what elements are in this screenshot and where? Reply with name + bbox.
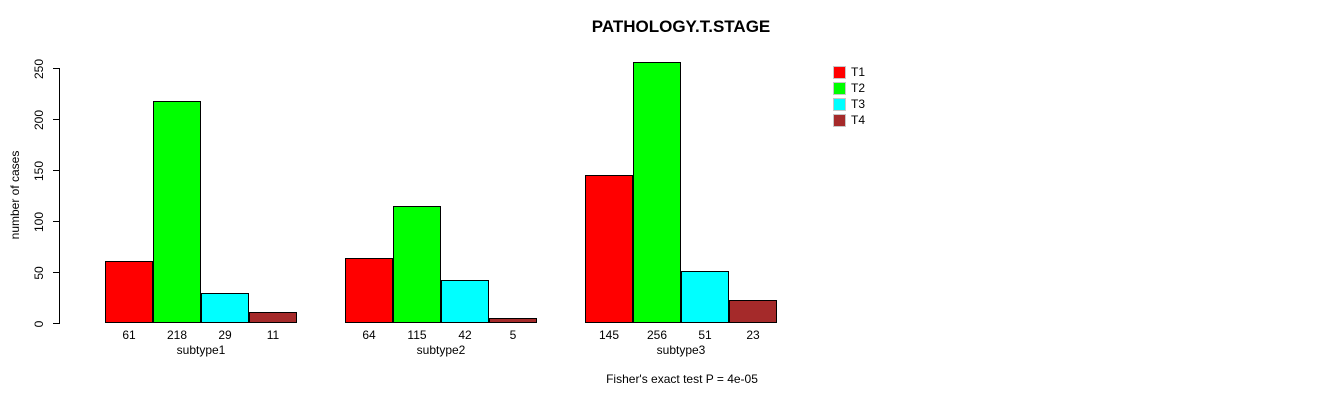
bar-t4-subtype1 [249, 312, 297, 323]
bar-value-label: 61 [122, 328, 136, 342]
legend-item-t1: T1 [833, 64, 865, 80]
bar-value-label: 64 [362, 328, 376, 342]
bar-value-label: 51 [698, 328, 712, 342]
bar-value-label: 42 [458, 328, 472, 342]
bar-t1-subtype1 [105, 261, 153, 323]
y-axis-tick-label: 250 [32, 58, 46, 79]
bar-t2-subtype1 [153, 101, 201, 323]
bar-value-label: 218 [166, 328, 188, 342]
y-axis-tick [53, 272, 59, 273]
y-axis-tick-label: 50 [32, 265, 46, 280]
bar-value-label: 29 [218, 328, 232, 342]
legend-item-t4: T4 [833, 112, 865, 128]
y-axis-tick [53, 323, 59, 324]
category-label-subtype2: subtype2 [416, 343, 466, 357]
legend-label: T4 [851, 112, 866, 127]
y-axis-tick [53, 68, 59, 69]
bar-value-label: 115 [407, 328, 427, 342]
category-label-subtype1: subtype1 [176, 343, 226, 357]
y-axis-tick-label: 200 [32, 109, 46, 130]
bar-t1-subtype3 [585, 175, 633, 323]
bar-t1-subtype2 [345, 258, 393, 323]
bar-t3-subtype3 [681, 271, 729, 323]
bar-t2-subtype3 [633, 62, 681, 323]
y-axis-tick-label: 0 [32, 320, 46, 327]
y-axis-tick-label: 150 [32, 160, 46, 181]
bar-t2-subtype2 [393, 206, 441, 323]
category-label-subtype3: subtype3 [656, 343, 706, 357]
y-axis-tick [53, 119, 59, 120]
legend-item-t2: T2 [833, 80, 865, 96]
bar-value-label: 5 [509, 328, 517, 342]
legend-swatch-t4 [833, 113, 846, 127]
bar-t4-subtype2 [489, 318, 537, 323]
legend: T1 T2 T3 T4 [833, 64, 865, 128]
bar-t3-subtype1 [201, 293, 249, 323]
chart-title: PATHOLOGY.T.STAGE [591, 17, 771, 36]
y-axis-tick [53, 221, 59, 222]
stats-annotation: Fisher's exact test P = 4e-05 [606, 372, 758, 386]
legend-label: T2 [851, 80, 866, 95]
legend-swatch-t2 [833, 81, 846, 95]
bar-value-label: 23 [746, 328, 760, 342]
legend-item-t3: T3 [833, 96, 865, 112]
bar-t4-subtype3 [729, 300, 777, 323]
legend-swatch-t1 [833, 65, 846, 79]
bar-value-label: 256 [646, 328, 668, 342]
y-axis-line [59, 68, 60, 324]
legend-label: T1 [851, 64, 866, 79]
legend-label: T3 [851, 96, 866, 111]
y-axis-tick-label: 100 [32, 211, 46, 232]
bar-value-label: 145 [598, 328, 620, 342]
bar-value-label: 11 [266, 328, 280, 342]
legend-swatch-t3 [833, 97, 846, 111]
y-axis-tick [53, 170, 59, 171]
bar-t3-subtype2 [441, 280, 489, 323]
